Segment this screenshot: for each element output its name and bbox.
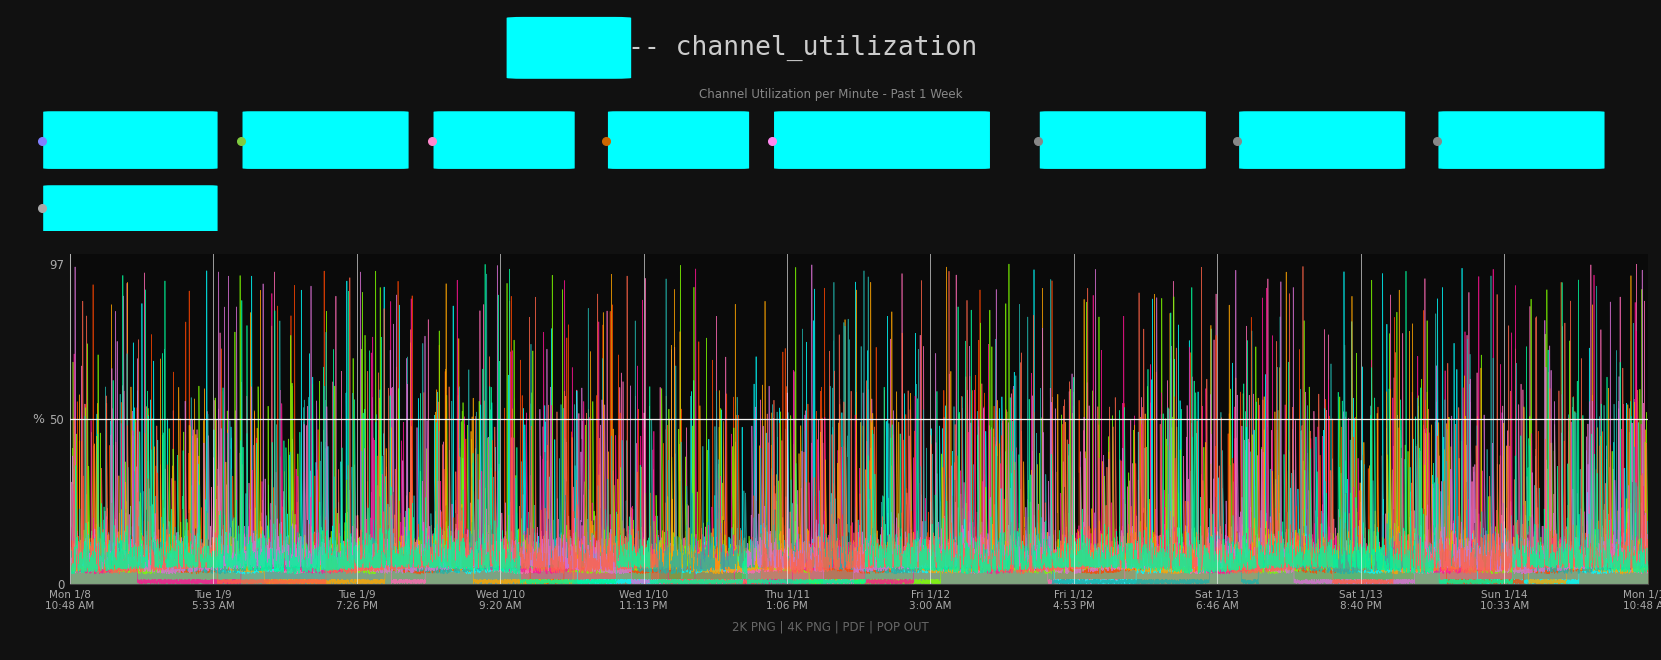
FancyBboxPatch shape [608, 112, 749, 169]
FancyBboxPatch shape [1438, 112, 1605, 169]
Text: Channel Utilization per Minute - Past 1 Week: Channel Utilization per Minute - Past 1 … [699, 88, 962, 101]
FancyBboxPatch shape [1040, 112, 1206, 169]
FancyBboxPatch shape [434, 112, 575, 169]
FancyBboxPatch shape [43, 112, 218, 169]
Y-axis label: %: % [32, 412, 45, 426]
Text: -- channel_utilization: -- channel_utilization [628, 35, 977, 61]
FancyBboxPatch shape [43, 185, 218, 234]
FancyBboxPatch shape [243, 112, 409, 169]
FancyBboxPatch shape [1239, 112, 1405, 169]
FancyBboxPatch shape [507, 17, 631, 79]
FancyBboxPatch shape [774, 112, 990, 169]
Text: 2K PNG | 4K PNG | PDF | POP OUT: 2K PNG | 4K PNG | PDF | POP OUT [733, 620, 928, 634]
